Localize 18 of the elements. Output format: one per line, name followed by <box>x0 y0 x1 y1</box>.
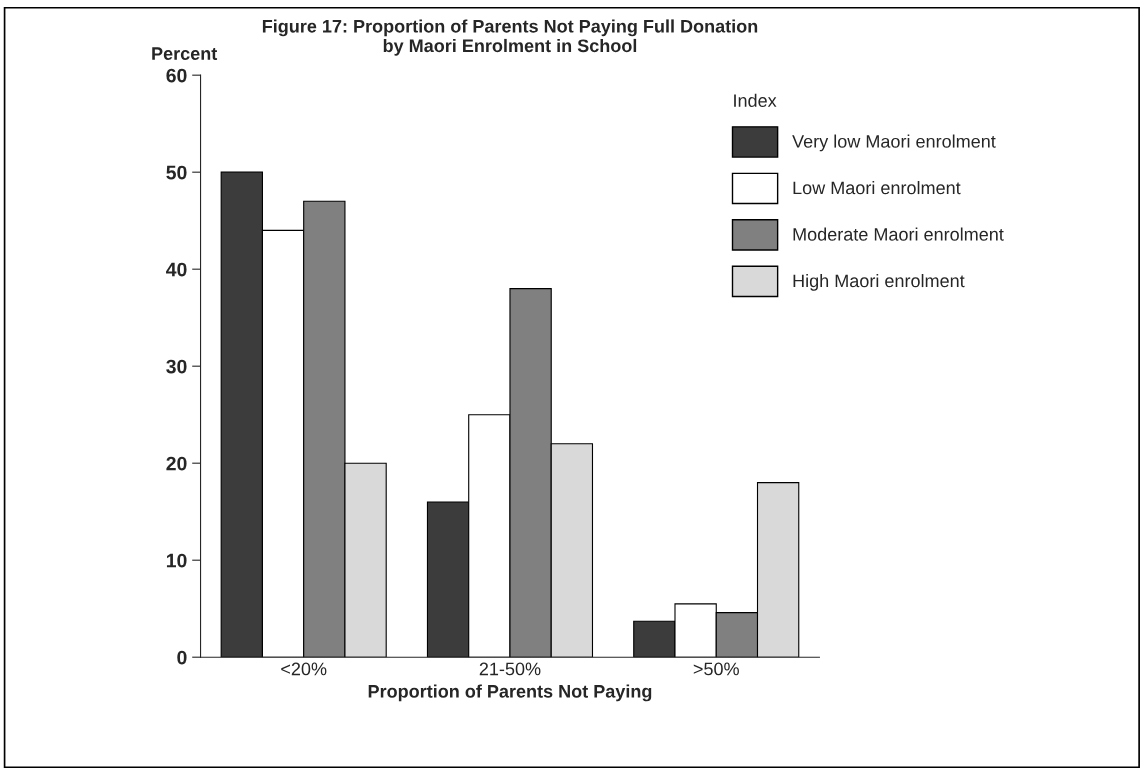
legend-title: Index <box>734 93 777 108</box>
y-tick-label: 20 <box>166 456 187 471</box>
y-tick-label: 60 <box>166 68 187 83</box>
chart-title: Figure 17: Proportion of Parents Not Paying Full Donation by Maori Enrolment in School <box>262 19 758 56</box>
legend-label: Very low Maori enrolment <box>792 134 996 152</box>
y-tick-label: 30 <box>166 359 187 374</box>
y-axis-title: Percent <box>152 47 218 60</box>
x-tick-label: <20% <box>281 662 327 676</box>
y-tick-label: 10 <box>166 553 187 568</box>
y-tick-label: 0 <box>177 650 187 665</box>
y-tick-label: 50 <box>166 165 187 180</box>
legend-label: High Maori enrolment <box>793 273 965 291</box>
x-axis-title: Proportion of Parents Not Paying <box>368 684 652 702</box>
x-tick-label: >50% <box>693 662 739 676</box>
x-tick-label: 21-50% <box>479 662 541 676</box>
legend-label: Low Maori enrolment <box>793 181 961 195</box>
legend-label: Moderate Maori enrolment <box>793 227 1004 241</box>
y-tick-label: 40 <box>166 262 187 277</box>
